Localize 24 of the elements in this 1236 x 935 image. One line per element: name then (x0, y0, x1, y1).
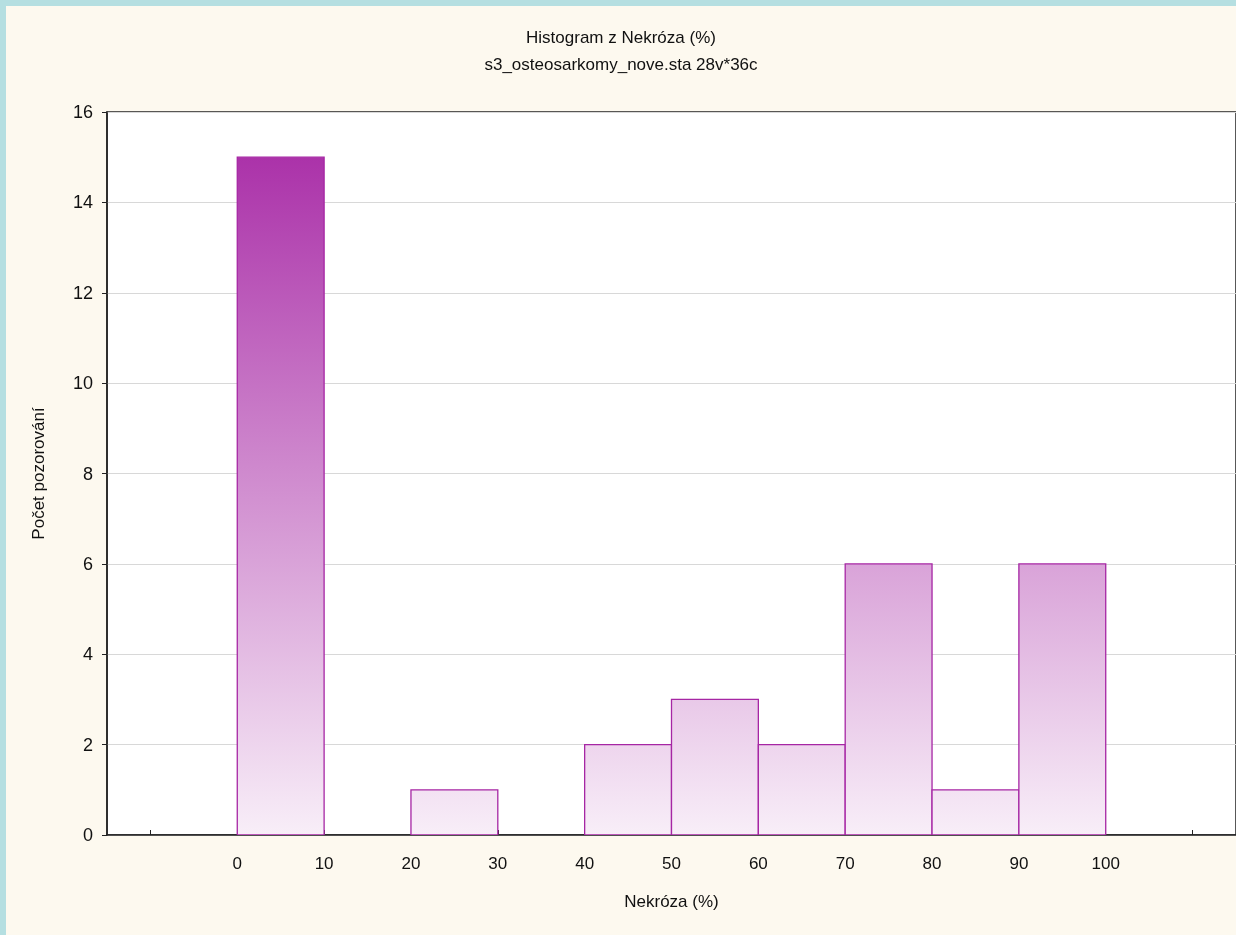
x-tick-label: 20 (401, 854, 421, 873)
x-tick-label: 50 (662, 854, 681, 873)
y-axis-title: Počet pozorování (29, 407, 48, 540)
y-tick-label: 6 (82, 553, 93, 574)
x-tick-label: 0 (232, 854, 242, 873)
y-tick-label: 8 (82, 463, 93, 484)
x-tick-label: 30 (488, 854, 508, 873)
y-tick-label: 10 (72, 373, 93, 394)
y-tick-label: 14 (72, 192, 93, 213)
y-tick-label: 12 (72, 282, 93, 303)
x-tick-label: 90 (1009, 854, 1029, 873)
chart-title: Histogram z Nekróza (%) (526, 28, 716, 47)
chart-subtitle: s3_osteosarkomy_nove.sta 28v*36c (484, 55, 759, 74)
x-tick-label: 100 (1091, 854, 1120, 873)
x-tick-label: 70 (835, 854, 855, 873)
x-tick-label: 40 (575, 854, 595, 873)
x-tick-label: 60 (748, 854, 768, 873)
x-axis-title: Nekróza (%) (624, 892, 719, 911)
x-tick-label: 80 (922, 854, 942, 873)
x-tick-label: 10 (314, 854, 334, 873)
y-tick-label: 16 (72, 102, 93, 122)
y-tick-label: 4 (82, 644, 93, 665)
y-tick-label: 2 (82, 734, 93, 755)
y-tick-label: 0 (82, 825, 93, 845)
